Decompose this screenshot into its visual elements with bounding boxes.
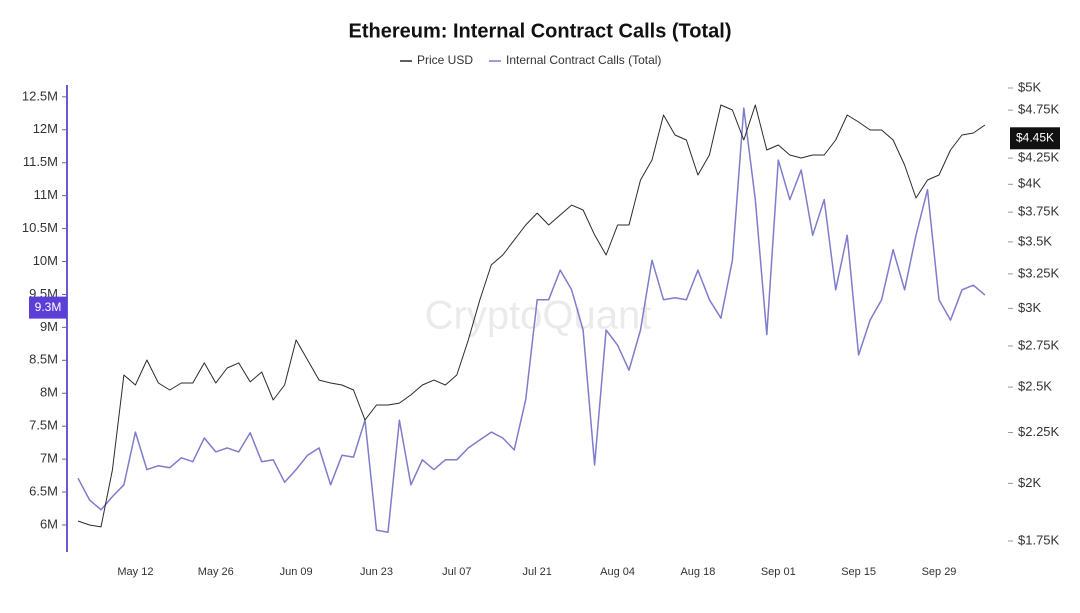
y-tick-label: 7M	[40, 451, 58, 466]
y2-tick-label: $3.25K	[1018, 265, 1060, 280]
y-tick-label: 11M	[34, 187, 58, 202]
y2-tick-label: $3.75K	[1018, 204, 1060, 219]
x-tick-label: Jun 09	[280, 566, 313, 578]
y2-tick-label: $2.5K	[1018, 379, 1052, 394]
current-value-box	[29, 296, 67, 319]
series-line	[77, 104, 986, 528]
current-price-box	[1010, 127, 1060, 150]
x-tick-label: Aug 18	[680, 566, 715, 578]
x-tick-label: Sep 15	[841, 566, 876, 578]
x-tick-label: Jul 21	[523, 566, 552, 578]
watermark: CryptoQuant	[425, 294, 652, 338]
chart-title: Ethereum: Internal Contract Calls (Total…	[348, 20, 731, 42]
y-tick-label: 10.5M	[22, 220, 58, 235]
y-tick-label: 9M	[40, 319, 58, 334]
y2-tick-label: $4.75K	[1018, 102, 1060, 117]
y2-tick-label: $1.75K	[1018, 532, 1060, 547]
x-tick-label: Jun 23	[360, 566, 393, 578]
x-tick-label: Sep 01	[761, 566, 796, 578]
legend-label: Price USD	[417, 53, 473, 67]
y-tick-label: 8.5M	[29, 352, 58, 367]
y2-tick-label: $2K	[1018, 475, 1041, 490]
y-tick-label: 6.5M	[29, 483, 58, 498]
y2-tick-label: $2.75K	[1018, 337, 1060, 352]
x-tick-label: May 12	[117, 566, 153, 578]
y2-tick-label: $4.25K	[1018, 150, 1060, 165]
y-tick-label: 12.5M	[22, 88, 58, 103]
y2-tick-label: $5K	[1018, 79, 1041, 94]
y2-tick-label: $3K	[1018, 300, 1041, 315]
legend-label: Internal Contract Calls (Total)	[506, 53, 661, 67]
y-tick-label: 7.5M	[29, 418, 58, 433]
y-tick-label: 10M	[33, 253, 58, 268]
y-tick-label: 11.5M	[23, 154, 58, 169]
x-tick-label: Jul 07	[442, 566, 471, 578]
x-tick-label: Sep 29	[922, 566, 957, 578]
y-tick-label: 6M	[40, 516, 58, 531]
series-line	[77, 107, 986, 533]
y-tick-label: 8M	[40, 385, 58, 400]
y-tick-label: 12M	[33, 121, 58, 136]
y2-tick-label: $4K	[1018, 176, 1041, 191]
x-tick-label: Aug 04	[600, 566, 635, 578]
current-price-label: $4.45K	[1016, 130, 1054, 144]
y2-tick-label: $2.25K	[1018, 424, 1060, 439]
current-value-label: 9.3M	[35, 300, 62, 314]
x-tick-label: May 26	[198, 566, 234, 578]
y2-tick-label: $3.5K	[1018, 233, 1052, 248]
